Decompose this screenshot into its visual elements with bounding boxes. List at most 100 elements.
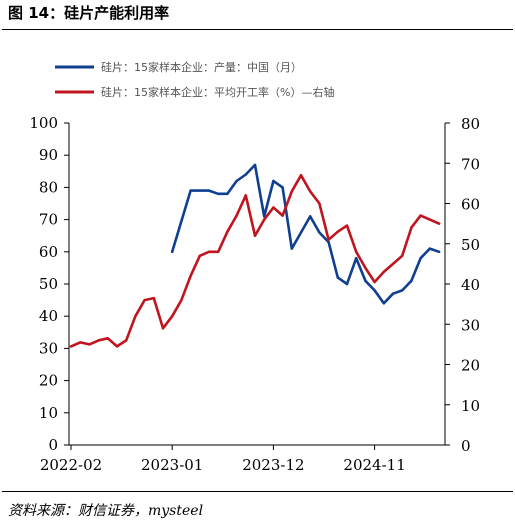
series-0-point — [235, 179, 238, 183]
series-1-point — [106, 337, 110, 340]
series-0-point — [217, 192, 220, 195]
series-0-point — [327, 240, 330, 244]
right-axis-ticks: 0 10 20 30 40 50 60 70 80 — [445, 115, 480, 455]
legend-label-utilization: 硅片：15家样本企业：平均开工率（%）—右轴 — [101, 85, 334, 99]
series-1-point — [217, 250, 220, 253]
series-1-point — [410, 226, 413, 229]
series-0-point — [299, 231, 303, 234]
series-0-point — [382, 302, 385, 305]
series-1-point — [244, 194, 247, 197]
series-1-point — [299, 174, 303, 177]
series-0-point — [290, 247, 293, 250]
left-axis-ticks: 0 10 20 30 40 50 60 70 80 90 100 — [29, 114, 69, 454]
series-1-point — [336, 230, 339, 233]
right-tick-label: 20 — [461, 357, 480, 375]
series-1-point — [79, 341, 82, 344]
left-tick-label: 60 — [39, 243, 58, 261]
x-tick-label: 2023-01 — [141, 456, 203, 474]
series-1-point — [345, 224, 349, 227]
series-1-point — [143, 298, 146, 302]
series-1-point — [309, 190, 312, 193]
series-1-point — [161, 327, 165, 330]
x-tick-label: 2023-12 — [242, 456, 304, 474]
series-0-point — [428, 247, 431, 250]
series-1-point — [355, 250, 358, 253]
left-tick-label: 30 — [39, 339, 58, 357]
title-rule — [2, 29, 513, 30]
series-0-point — [401, 289, 404, 292]
legend-label-output: 硅片：15家样本企业：产量：中国（月） — [101, 60, 302, 74]
series-0-point — [437, 250, 441, 253]
right-tick-label: 70 — [461, 155, 480, 173]
series-0-point — [281, 186, 284, 189]
series-0-point — [373, 289, 376, 292]
left-tick-label: 70 — [39, 211, 58, 229]
series-1-point — [364, 266, 367, 270]
x-axis-ticks: 2022-02 2023-01 2023-12 2024-11 — [40, 445, 406, 474]
right-tick-label: 50 — [461, 236, 480, 254]
series-1-point — [318, 202, 321, 205]
series-1-point — [207, 250, 211, 253]
left-tick-label: 50 — [39, 275, 58, 293]
right-tick-label: 60 — [461, 196, 480, 214]
right-tick-label: 30 — [461, 316, 480, 334]
chart: 硅片：15家样本企业：产量：中国（月） 硅片：15家样本企业：平均开工率（%）—… — [29, 60, 480, 474]
series-0-point — [272, 179, 275, 183]
series-0-point — [253, 163, 257, 167]
series-1-point — [180, 298, 183, 302]
series-1-point — [69, 345, 73, 348]
series-1-point — [437, 222, 441, 225]
series-1-point — [115, 345, 119, 348]
series-1-point — [134, 315, 137, 318]
series-1-point — [382, 270, 385, 274]
series-1-point — [428, 218, 431, 221]
series-1-point — [263, 218, 266, 221]
legend: 硅片：15家样本企业：产量：中国（月） 硅片：15家样本企业：平均开工率（%）—… — [55, 60, 334, 99]
series-1-point — [290, 190, 293, 193]
series-1-point — [125, 339, 128, 342]
series-0-point — [410, 279, 413, 282]
series-1-point — [391, 262, 395, 266]
series-1-point — [281, 214, 284, 217]
series-1-point — [152, 296, 155, 300]
series-1-point — [327, 238, 330, 241]
left-tick-label: 20 — [39, 372, 58, 390]
series-0-point — [207, 189, 211, 192]
source-note: 资料来源：财信证券，mysteel — [8, 503, 204, 519]
left-tick-label: 100 — [29, 114, 58, 132]
series-0-point — [364, 279, 367, 282]
series-1-point — [401, 254, 404, 257]
right-tick-label: 0 — [461, 437, 471, 455]
series-0-point — [345, 282, 349, 286]
series-0-point — [419, 257, 422, 260]
right-tick-label: 40 — [461, 276, 480, 294]
series-0-point — [391, 292, 395, 295]
x-tick-label: 2024-11 — [343, 456, 405, 474]
series-1-point — [88, 343, 91, 346]
series-1-point — [272, 206, 275, 209]
series-1-point — [235, 214, 238, 217]
series-1-point — [198, 254, 201, 257]
series-0-point — [309, 215, 312, 218]
left-tick-label: 10 — [39, 404, 58, 422]
series-0-point — [244, 173, 247, 176]
series-1-point — [189, 274, 192, 278]
series-0-point — [336, 276, 339, 279]
series-1-point — [419, 214, 422, 217]
x-tick-label: 2022-02 — [40, 456, 102, 474]
series-1-point — [373, 280, 376, 284]
series-1-point — [97, 339, 100, 342]
series-0-point — [189, 189, 192, 192]
series-0-point — [318, 231, 321, 234]
series-0-point — [355, 257, 358, 260]
series-line-0 — [170, 163, 441, 305]
series-1-point — [171, 315, 174, 318]
left-tick-label: 40 — [39, 307, 58, 325]
series-line-1 — [69, 174, 441, 348]
right-tick-label: 80 — [461, 115, 480, 133]
figure-title: 图 14：硅片产能利用率 — [8, 4, 170, 22]
series-1-point — [253, 234, 257, 237]
source-rule — [2, 491, 513, 492]
left-tick-label: 0 — [48, 436, 58, 454]
series-0-point — [171, 250, 174, 253]
